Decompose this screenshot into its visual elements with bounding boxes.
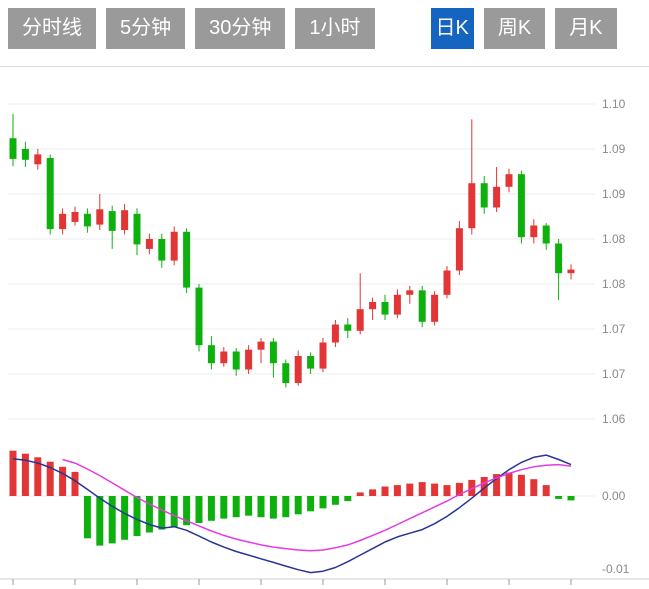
x-axis — [0, 578, 649, 585]
macd-histogram — [9, 450, 575, 546]
tab-monthly-k[interactable]: 月K — [555, 8, 617, 49]
interval-toolbar: 分时线 5分钟 30分钟 1小时 日K 周K 月K — [0, 0, 649, 67]
main-axis-labels: 1.10 1.09 1.09 1.08 1.08 1.07 1.07 1.06 — [602, 97, 626, 426]
svg-text:1.09: 1.09 — [602, 142, 626, 156]
macd-axis-labels: 0.00 -0.01 — [602, 489, 630, 576]
svg-text:1.10: 1.10 — [602, 97, 626, 111]
tab-daily-k[interactable]: 日K — [430, 8, 474, 49]
svg-text:1.07: 1.07 — [602, 367, 626, 381]
svg-text:0.00: 0.00 — [602, 489, 626, 503]
svg-text:1.08: 1.08 — [602, 232, 626, 246]
tab-weekly-k[interactable]: 周K — [483, 8, 546, 49]
svg-text:1.08: 1.08 — [602, 277, 626, 291]
tab-30min[interactable]: 30分钟 — [195, 8, 286, 49]
candles — [9, 113, 575, 388]
svg-text:1.06: 1.06 — [602, 412, 626, 426]
svg-text:1.09: 1.09 — [602, 187, 626, 201]
tab-timeline[interactable]: 分时线 — [8, 8, 96, 49]
diff-line — [62, 458, 572, 552]
svg-text:1.07: 1.07 — [602, 322, 626, 336]
tab-1hour[interactable]: 1小时 — [295, 8, 375, 49]
svg-text:-0.01: -0.01 — [602, 562, 630, 576]
dea-line — [12, 454, 572, 574]
main-gridlines — [8, 103, 595, 420]
tab-5min[interactable]: 5分钟 — [106, 8, 186, 49]
price-chart[interactable]: 1.10 1.09 1.09 1.08 1.08 1.07 1.07 1.06 0.00 -0.0… — [0, 67, 649, 588]
